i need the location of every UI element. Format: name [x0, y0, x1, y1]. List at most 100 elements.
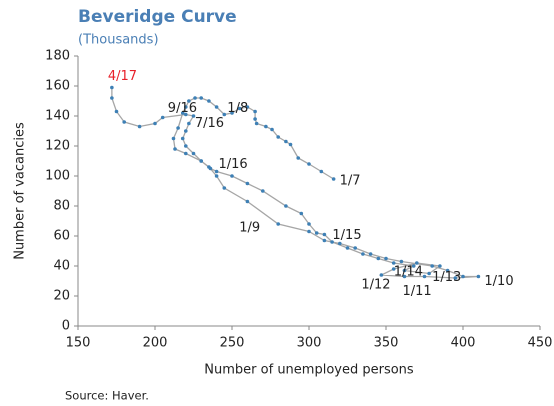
point: [222, 112, 227, 117]
point-label: 4/17: [108, 69, 137, 84]
point: [391, 267, 396, 271]
point: [191, 151, 196, 156]
point-label: 1/9: [239, 221, 260, 236]
point: [214, 105, 219, 109]
point: [184, 112, 188, 117]
point: [445, 268, 450, 273]
point: [330, 240, 334, 244]
x-tick-label: 450: [528, 336, 553, 351]
point: [137, 124, 142, 129]
point: [214, 174, 219, 178]
point: [173, 147, 177, 151]
point: [264, 124, 268, 129]
point: [245, 181, 250, 186]
y-tick-label: 180: [45, 49, 70, 64]
point: [430, 264, 435, 268]
y-tick-label: 20: [53, 289, 70, 304]
point: [184, 151, 188, 156]
point: [199, 96, 203, 100]
source: Source: Haver.: [65, 389, 149, 403]
point: [191, 114, 196, 118]
point: [253, 117, 257, 121]
point: [391, 261, 396, 265]
point: [114, 109, 119, 114]
point: [284, 204, 288, 208]
point: [379, 273, 384, 277]
point: [368, 252, 373, 256]
point: [384, 256, 388, 261]
y-tick-label: 60: [53, 229, 70, 244]
point: [415, 261, 419, 265]
point: [319, 169, 324, 174]
point: [110, 96, 114, 100]
point: [453, 276, 458, 280]
point: [171, 136, 176, 141]
y-tick-label: 160: [45, 79, 70, 94]
point: [245, 199, 250, 204]
point: [427, 271, 431, 276]
point-label: 1/13: [432, 270, 461, 285]
point: [331, 177, 336, 181]
point: [296, 156, 301, 160]
point: [314, 231, 319, 235]
point-label: 9/16: [168, 101, 197, 116]
point: [207, 99, 211, 103]
point: [411, 264, 416, 268]
point-label: 7/16: [195, 116, 224, 131]
point: [180, 136, 185, 141]
point-label: 1/11: [402, 284, 431, 299]
y-tick-label: 80: [53, 199, 70, 214]
point: [184, 144, 188, 148]
point: [199, 159, 203, 163]
x-tick-label: 350: [374, 336, 399, 351]
point: [288, 142, 293, 147]
x-axis-label: Number of unemployed persons: [204, 363, 414, 378]
point-label: 1/7: [340, 174, 361, 189]
point-label: 1/15: [332, 228, 361, 243]
point: [122, 120, 126, 124]
point: [254, 121, 259, 126]
point: [153, 121, 157, 126]
point: [307, 162, 311, 166]
point: [222, 186, 227, 190]
point: [193, 96, 197, 100]
point-label: 1/10: [484, 274, 513, 289]
x-tick-label: 150: [66, 336, 91, 351]
x-tick-label: 200: [143, 336, 168, 351]
point-label: 1/12: [361, 278, 390, 293]
point: [270, 127, 274, 132]
point-label: 1/8: [227, 101, 248, 116]
point: [180, 111, 185, 115]
point: [284, 139, 288, 144]
point: [461, 274, 465, 279]
point: [322, 238, 327, 243]
point: [276, 222, 281, 226]
point: [160, 115, 165, 120]
point: [399, 259, 404, 264]
point: [307, 222, 311, 226]
y-tick-label: 120: [45, 139, 70, 154]
point: [361, 252, 365, 256]
point: [276, 135, 281, 139]
chart-title: Beveridge Curve: [78, 7, 237, 27]
chart-subtitle: (Thousands): [78, 33, 159, 48]
point: [176, 126, 180, 130]
point: [299, 211, 304, 216]
point: [353, 246, 358, 250]
y-axis-label: Number of vacancies: [13, 122, 28, 260]
point: [187, 99, 191, 103]
point: [376, 256, 381, 261]
y-tick-label: 0: [62, 319, 70, 334]
point-label: 1/16: [218, 157, 247, 172]
point: [345, 246, 350, 250]
point: [230, 111, 234, 115]
point: [438, 264, 442, 268]
point-label: 1/14: [394, 265, 423, 280]
y-tick-label: 140: [45, 109, 70, 124]
point: [184, 105, 188, 109]
y-tick-label: 40: [53, 259, 70, 274]
point: [261, 189, 265, 193]
x-tick-label: 400: [451, 336, 476, 351]
y-tick-label: 100: [45, 169, 70, 184]
